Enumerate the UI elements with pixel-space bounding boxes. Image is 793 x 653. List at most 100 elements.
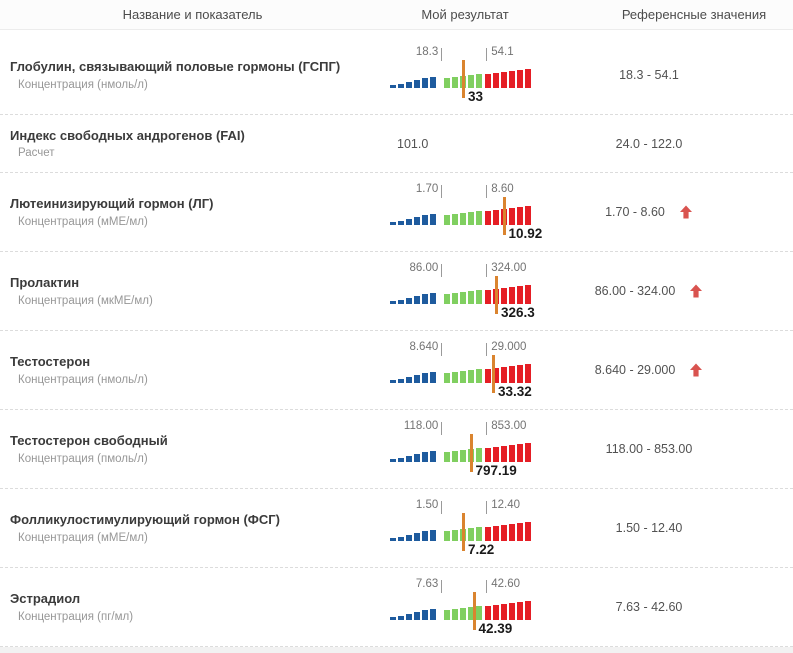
scale-bar: [422, 215, 428, 225]
result-range-chart: 8.640 29.000 33.32: [388, 341, 538, 399]
scale-bar: [390, 538, 396, 541]
reference-cell: 118.00 - 853.00: [545, 442, 793, 456]
range-low-label: 7.63: [415, 578, 439, 590]
scale-bar: [468, 212, 474, 225]
scale-bar: [444, 294, 450, 304]
scale-bar: [509, 71, 515, 88]
scale-bar: [398, 300, 404, 304]
result-cell: 8.640 29.000 33.32: [385, 341, 545, 399]
scale-bar: [452, 451, 458, 462]
result-cell: 7.63 42.60 42.39: [385, 578, 545, 636]
scale-bar: [485, 369, 491, 383]
result-value: 42.39: [478, 621, 513, 636]
scale-bar: [509, 603, 515, 620]
scale-bar: [476, 74, 482, 88]
scale-bar: [406, 298, 412, 304]
result-range-chart: 7.63 42.60 42.39: [388, 578, 538, 636]
table-row: Индекс свободных андрогенов (FAI) Расчет…: [0, 115, 793, 173]
scale-bar: [406, 456, 412, 462]
scale-bar: [509, 208, 515, 225]
scale-bar: [422, 373, 428, 383]
scale-bar: [430, 372, 436, 383]
scale-bar: [444, 452, 450, 462]
results-table-body: Глобулин, связывающий половые гормоны (Г…: [0, 30, 793, 647]
scale-bar: [476, 369, 482, 383]
reference-range: 1.70 - 8.60: [605, 205, 665, 219]
result-marker: [472, 592, 476, 630]
range-high-tick: [486, 264, 488, 277]
range-high-label: 8.60: [491, 183, 514, 195]
result-cell: 86.00 324.00 326.3: [385, 262, 545, 320]
scale-bar: [501, 446, 507, 462]
result-marker: [492, 355, 495, 393]
result-value: 7.22: [468, 542, 495, 557]
range-high-tick: [486, 580, 488, 593]
result-marker: [495, 276, 498, 314]
range-low-tick: [441, 501, 443, 514]
scale-bar: [476, 527, 482, 541]
scale-bar: [430, 609, 436, 620]
scale-bar: [517, 602, 523, 620]
scale-bar: [460, 292, 466, 304]
table-row: Пролактин Концентрация (мкМЕ/мл) 86.00 32…: [0, 252, 793, 331]
reference-range: 8.640 - 29.000: [594, 363, 676, 377]
table-row: Тестостерон свободный Концентрация (пмол…: [0, 410, 793, 489]
high-value-arrow-icon: [689, 363, 703, 377]
scale-bar: [452, 530, 458, 541]
parameter-cell: Тестостерон Концентрация (нмоль/л): [0, 354, 385, 385]
result-range-chart: 1.70 8.60 10.92: [388, 183, 542, 241]
table-row: Эстрадиол Концентрация (пг/мл) 7.63 42.60…: [0, 568, 793, 647]
scale-bar: [460, 608, 466, 620]
scale-bar: [414, 533, 420, 541]
scale-bars: [390, 203, 533, 225]
reference-range: 18.3 - 54.1: [619, 68, 679, 82]
range-high-label: 324.00: [491, 262, 527, 274]
parameter-title: Лютеинизирующий гормон (ЛГ): [10, 196, 214, 212]
scale-bar: [398, 458, 404, 462]
range-high-label: 54.1: [491, 46, 514, 58]
scale-bar: [422, 78, 428, 88]
scale-bar: [444, 610, 450, 620]
scale-bar: [485, 527, 491, 541]
parameter-cell: Фолликулостимулирующий гормон (ФСГ) Конц…: [0, 512, 385, 543]
scale-bar: [430, 530, 436, 541]
range-high-label: 29.000: [491, 341, 527, 353]
scale-bar: [509, 524, 515, 541]
result-value: 101.0: [397, 136, 429, 151]
parameter-title: Тестостерон: [10, 354, 91, 370]
scale-bar: [414, 217, 420, 225]
table-row: Тестостерон Концентрация (нмоль/л) 8.640…: [0, 331, 793, 410]
scale-bar: [414, 375, 420, 383]
range-low-label: 18.3: [415, 46, 439, 58]
parameter-cell: Лютеинизирующий гормон (ЛГ) Концентрация…: [0, 196, 385, 227]
scale-bar: [476, 448, 482, 462]
scale-bar: [525, 69, 531, 88]
scale-bar: [468, 528, 474, 541]
scale-bar: [501, 72, 507, 88]
reference-cell: 8.640 - 29.000: [545, 363, 793, 377]
scale-bar: [493, 447, 499, 462]
reference-range: 7.63 - 42.60: [615, 600, 683, 614]
scale-bar: [468, 607, 474, 620]
scale-bar: [525, 364, 531, 383]
scale-bar: [460, 450, 466, 462]
scale-bar: [406, 614, 412, 620]
scale-bars: [390, 440, 533, 462]
scale-bar: [398, 616, 404, 620]
range-low-tick: [441, 48, 443, 61]
scale-bar: [406, 82, 412, 88]
result-cell: 1.70 8.60 10.92: [385, 183, 545, 241]
scale-bar: [430, 214, 436, 225]
scale-bar: [422, 610, 428, 620]
result-value: 797.19: [475, 463, 517, 478]
result-marker: [502, 197, 506, 235]
scale-bar: [390, 380, 396, 383]
range-low-tick: [441, 185, 443, 198]
scale-bar: [444, 373, 450, 383]
result-range-chart: 1.50 12.40 7.22: [388, 499, 538, 557]
scale-bar: [414, 80, 420, 88]
parameter-subtitle: Концентрация (пг/мл): [18, 610, 134, 623]
scale-bar: [493, 526, 499, 541]
range-low-label: 118.00: [403, 420, 439, 432]
result-range-chart: 86.00 324.00 326.3: [388, 262, 538, 320]
